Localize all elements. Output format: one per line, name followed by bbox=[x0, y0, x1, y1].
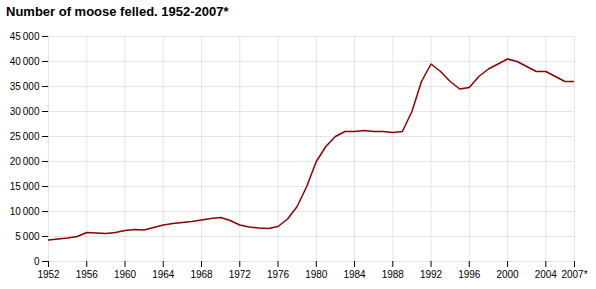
svg-text:2004: 2004 bbox=[535, 269, 558, 280]
svg-text:5 000: 5 000 bbox=[15, 231, 40, 242]
svg-text:40 000: 40 000 bbox=[10, 56, 40, 67]
svg-text:25 000: 25 000 bbox=[10, 131, 40, 142]
html-text:Number of moose felled. 1952-2: Number of moose felled. 1952-2007* bbox=[6, 4, 229, 19]
svg-text:2007*: 2007* bbox=[561, 269, 587, 280]
svg-text:2000: 2000 bbox=[496, 269, 519, 280]
svg-text:1984: 1984 bbox=[343, 269, 366, 280]
svg-text:1960: 1960 bbox=[114, 269, 137, 280]
svg-text:1956: 1956 bbox=[76, 269, 99, 280]
svg-text:1952: 1952 bbox=[37, 269, 60, 280]
svg-text:35 000: 35 000 bbox=[10, 81, 40, 92]
svg-text:1968: 1968 bbox=[190, 269, 213, 280]
svg-text:1996: 1996 bbox=[458, 269, 481, 280]
svg-text:45 000: 45 000 bbox=[10, 31, 40, 42]
svg-text:10 000: 10 000 bbox=[10, 206, 40, 217]
svg-text:1992: 1992 bbox=[420, 269, 443, 280]
svg-text:30 000: 30 000 bbox=[10, 106, 40, 117]
svg-text:15 000: 15 000 bbox=[10, 181, 40, 192]
svg-text:1964: 1964 bbox=[152, 269, 175, 280]
svg-text:1988: 1988 bbox=[382, 269, 405, 280]
svg-text:0: 0 bbox=[34, 256, 40, 267]
svg-text:20 000: 20 000 bbox=[10, 156, 40, 167]
svg-text:1976: 1976 bbox=[267, 269, 290, 280]
svg-text:1972: 1972 bbox=[229, 269, 252, 280]
svg-text:1980: 1980 bbox=[305, 269, 328, 280]
